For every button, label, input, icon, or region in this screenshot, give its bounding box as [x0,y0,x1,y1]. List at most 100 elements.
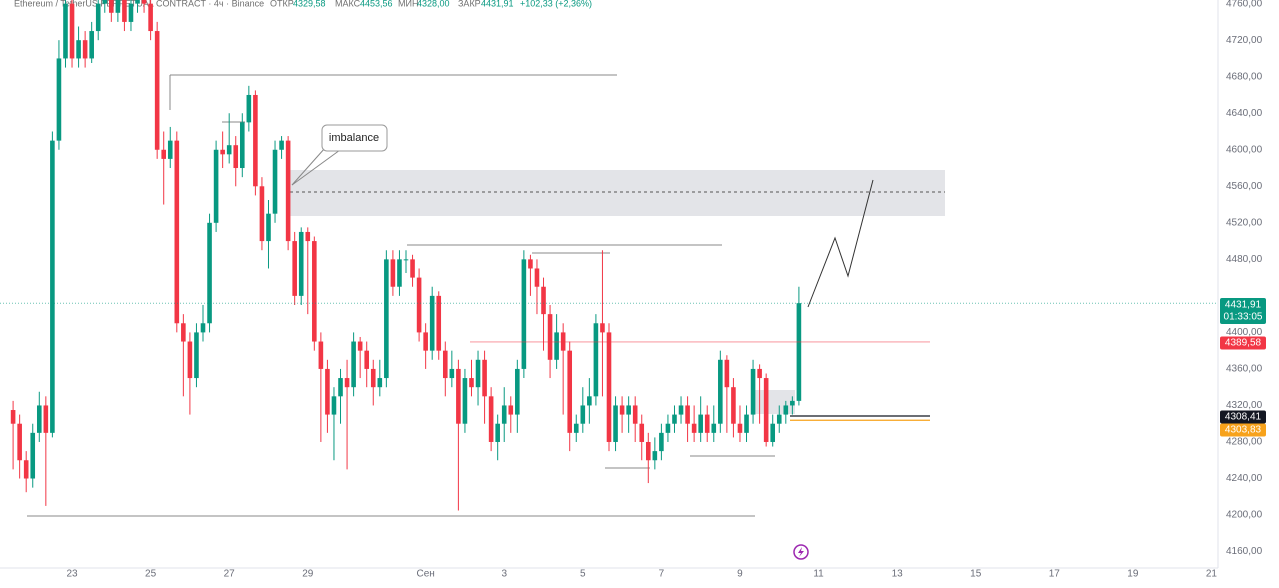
ohlc-label: ОТКР [270,0,294,8]
ohlc-value: 4329,58 [293,0,326,8]
candle-body [246,94,252,123]
candle-body [298,231,304,296]
candle-body [109,0,114,13]
candle-body [82,40,88,59]
candle-body [488,396,494,442]
x-tick-label: 25 [145,569,157,580]
x-tick-label: 19 [1127,569,1139,580]
candle-body [475,359,481,388]
symbol: Ethereum / TetherUS PERPETUAL CONTRACT ·… [14,0,264,8]
candle-body [645,441,651,461]
projection-path [807,179,874,308]
candle-body [122,0,127,22]
candle-body [174,140,180,324]
candle-body [325,368,330,415]
candle-body [528,259,533,269]
price-tag-timer: 01:33:05 [1224,312,1263,323]
candle-body [181,323,186,342]
candle-body [704,414,710,433]
y-tick-label: 4360,00 [1226,364,1263,375]
candle-body [665,423,671,433]
candle-body [580,405,586,424]
price-tag-label: 4389,58 [1225,338,1262,349]
candle-body [469,378,474,388]
candle-body [10,410,16,424]
candle-body [187,341,193,379]
candle-body [456,368,461,424]
x-tick-label: 15 [970,569,982,580]
x-tick-label: 21 [1206,569,1218,580]
candle-body [508,405,514,415]
candle-body [194,332,199,379]
price-tag [1220,336,1266,350]
candle-body [253,94,258,187]
price-tag [1220,298,1266,324]
candle-body [757,368,762,379]
candle-body [652,451,658,461]
candle-body [790,400,795,406]
header: Ethereum / TetherUS PERPETUAL CONTRACT ·… [14,0,592,8]
candle-body [541,286,546,315]
price-tag [1220,423,1266,437]
icon-bolt [798,547,804,557]
candle-body [167,140,173,159]
candle-body [357,341,363,351]
imbalance-zone [290,170,945,216]
candle-body [377,378,383,388]
x-tick-label: 7 [659,569,665,580]
candle-body [639,423,645,442]
ohlc-value: 4453,56 [360,0,393,8]
candle-body [567,350,573,433]
candle-body [416,277,422,333]
candle-body [554,332,559,360]
price-tag-label: 4308,41 [1225,412,1262,423]
x-tick-label: 9 [737,569,743,580]
candle-body [344,378,350,388]
candle-body [154,31,160,150]
candle-body [770,423,776,442]
candle-body [744,414,749,433]
candle-body [515,368,520,415]
price-tag [1220,410,1266,424]
candle-body [534,268,540,287]
candle-body [364,350,370,369]
candle-body [521,259,527,369]
candle-body [43,405,49,433]
candle-body [547,314,553,360]
candle-body [17,423,22,461]
callout-pointer [291,149,341,186]
callout-box [321,124,388,152]
x-tick-label: 29 [302,569,314,580]
ohlc-label: ЗАКР [458,0,481,8]
candle-body [207,222,212,324]
candle-body [718,359,723,424]
candle-body [482,359,487,397]
x-tick-label: 23 [66,569,78,580]
candle-body [403,259,409,261]
candle-body [239,122,245,169]
candle-body [691,423,697,433]
candle-body [737,423,743,433]
candle-body [279,140,284,150]
candle-body [384,259,389,379]
candle-body [442,350,448,379]
y-tick-label: 4480,00 [1226,254,1263,265]
candle-body [63,3,68,59]
y-tick-label: 4760,00 [1226,0,1263,9]
candle-body [102,0,108,4]
candle-body [600,323,605,333]
candle-body [724,359,730,388]
candle-body [501,405,507,424]
candle-body [593,323,599,397]
x-tick-label: 13 [892,569,904,580]
candle-body [711,423,717,433]
candle-body [698,414,703,433]
x-tick-label: 11 [813,569,824,580]
candle-body [763,378,769,442]
icon-ring [793,544,809,560]
candle-body [331,396,337,415]
y-tick-label: 4240,00 [1226,473,1263,484]
candle-body [23,460,29,479]
x-tick-label: 3 [501,569,507,580]
